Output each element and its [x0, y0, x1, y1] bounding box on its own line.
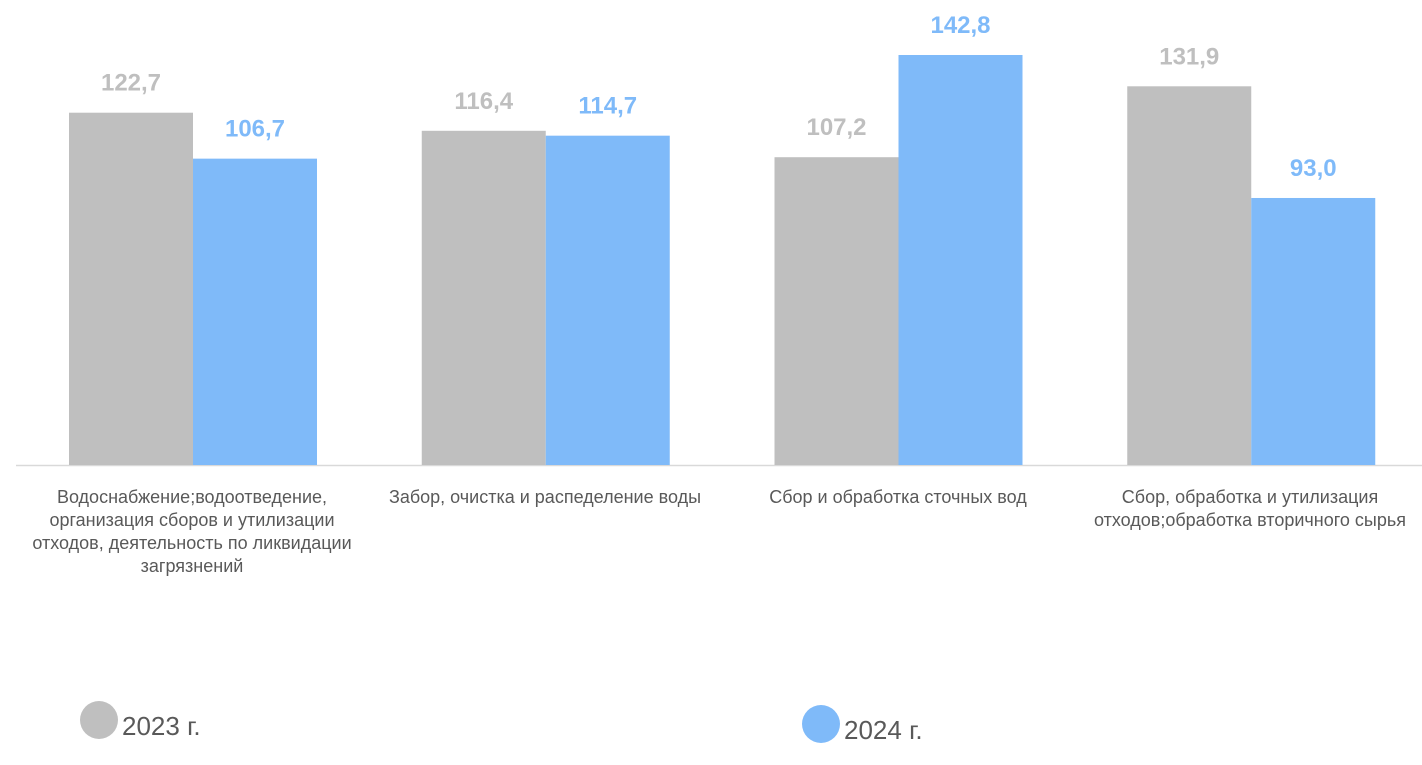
data-label-2023-cat-1: 122,7	[101, 70, 161, 97]
bar-2023-cat-3	[774, 157, 899, 465]
data-label-2024-cat-1: 106,7	[225, 116, 285, 143]
data-label-2024-cat-3: 142,8	[930, 12, 990, 39]
bar-2024-cat-3	[898, 55, 1023, 465]
data-label-2023-cat-2: 116,4	[454, 88, 513, 115]
category-label-4: Сбор, обработка и утилизация отходов;обр…	[1093, 487, 1406, 530]
bar-2023-cat-2	[421, 130, 546, 465]
category-label-1: Водоснабжение;водоотведение, организация…	[32, 487, 352, 576]
legend-marker-2023	[80, 700, 118, 739]
data-label-2024-cat-4: 93,0	[1290, 155, 1337, 182]
bar-2024-cat-1	[193, 158, 317, 466]
legend-item-2023: 2023 г.	[80, 697, 201, 742]
bar-2023-cat-1	[69, 112, 193, 465]
data-label-2023-cat-3: 107,2	[806, 114, 866, 141]
category-label-3: Сбор и обработка сточных вод	[769, 487, 1027, 507]
legend-item-2024: 2024 г.	[802, 701, 923, 746]
data-label-2023-cat-4: 131,9	[1159, 43, 1219, 70]
bar-2024-cat-4	[1251, 197, 1376, 465]
legend-label-2024: 2024 г.	[844, 715, 923, 745]
bar-2023-cat-4	[1127, 86, 1252, 465]
bar-2024-cat-2	[545, 135, 670, 466]
data-label-2024-cat-2: 114,7	[578, 93, 637, 120]
legend-label-2023: 2023 г.	[122, 711, 201, 741]
legend-marker-2024	[802, 704, 840, 743]
category-label-2: Забор, очистка и распеделение воды	[388, 487, 702, 507]
